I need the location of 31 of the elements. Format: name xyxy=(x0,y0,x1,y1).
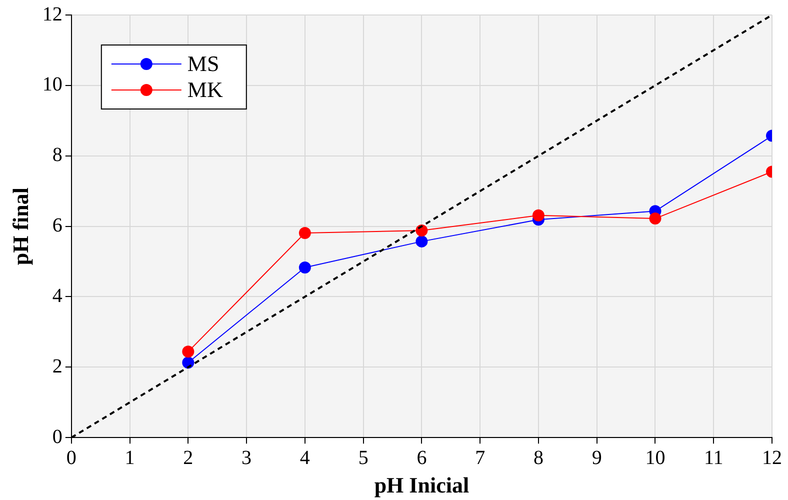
x-tick-label: 2 xyxy=(183,446,194,469)
x-tick-label: 8 xyxy=(533,446,544,469)
point xyxy=(649,212,662,225)
legend-label: MS xyxy=(187,50,220,76)
x-tick-label: 4 xyxy=(300,446,310,469)
point xyxy=(416,224,428,237)
y-tick-label: 12 xyxy=(42,3,62,26)
y-axis-title: pH final xyxy=(8,187,33,266)
y-tick-label: 0 xyxy=(52,426,62,448)
x-tick-label: 7 xyxy=(475,446,486,469)
x-axis-title: pH Inicial xyxy=(374,472,470,498)
y-tick-label: 2 xyxy=(52,355,62,378)
x-tick-label: 9 xyxy=(592,446,602,469)
point xyxy=(298,226,311,239)
point xyxy=(532,209,544,222)
point xyxy=(182,346,194,358)
point xyxy=(416,235,428,248)
x-tick-label: 1 xyxy=(124,446,135,469)
x-tick-label: 10 xyxy=(645,446,666,469)
y-tick-label: 8 xyxy=(52,144,62,166)
x-tick-label: 6 xyxy=(416,446,427,469)
x-tick-label: 3 xyxy=(242,446,252,469)
y-tick-label: 10 xyxy=(42,74,62,96)
y-tick-label: 6 xyxy=(52,214,62,237)
x-tick-label: 11 xyxy=(704,446,724,469)
x-tick-label: 5 xyxy=(358,446,368,469)
x-tick-label: 0 xyxy=(66,446,76,469)
legend-label: MK xyxy=(187,76,223,102)
x-tick-label: 12 xyxy=(762,446,782,469)
y-tick-label: 4 xyxy=(52,284,62,307)
point xyxy=(298,262,311,274)
